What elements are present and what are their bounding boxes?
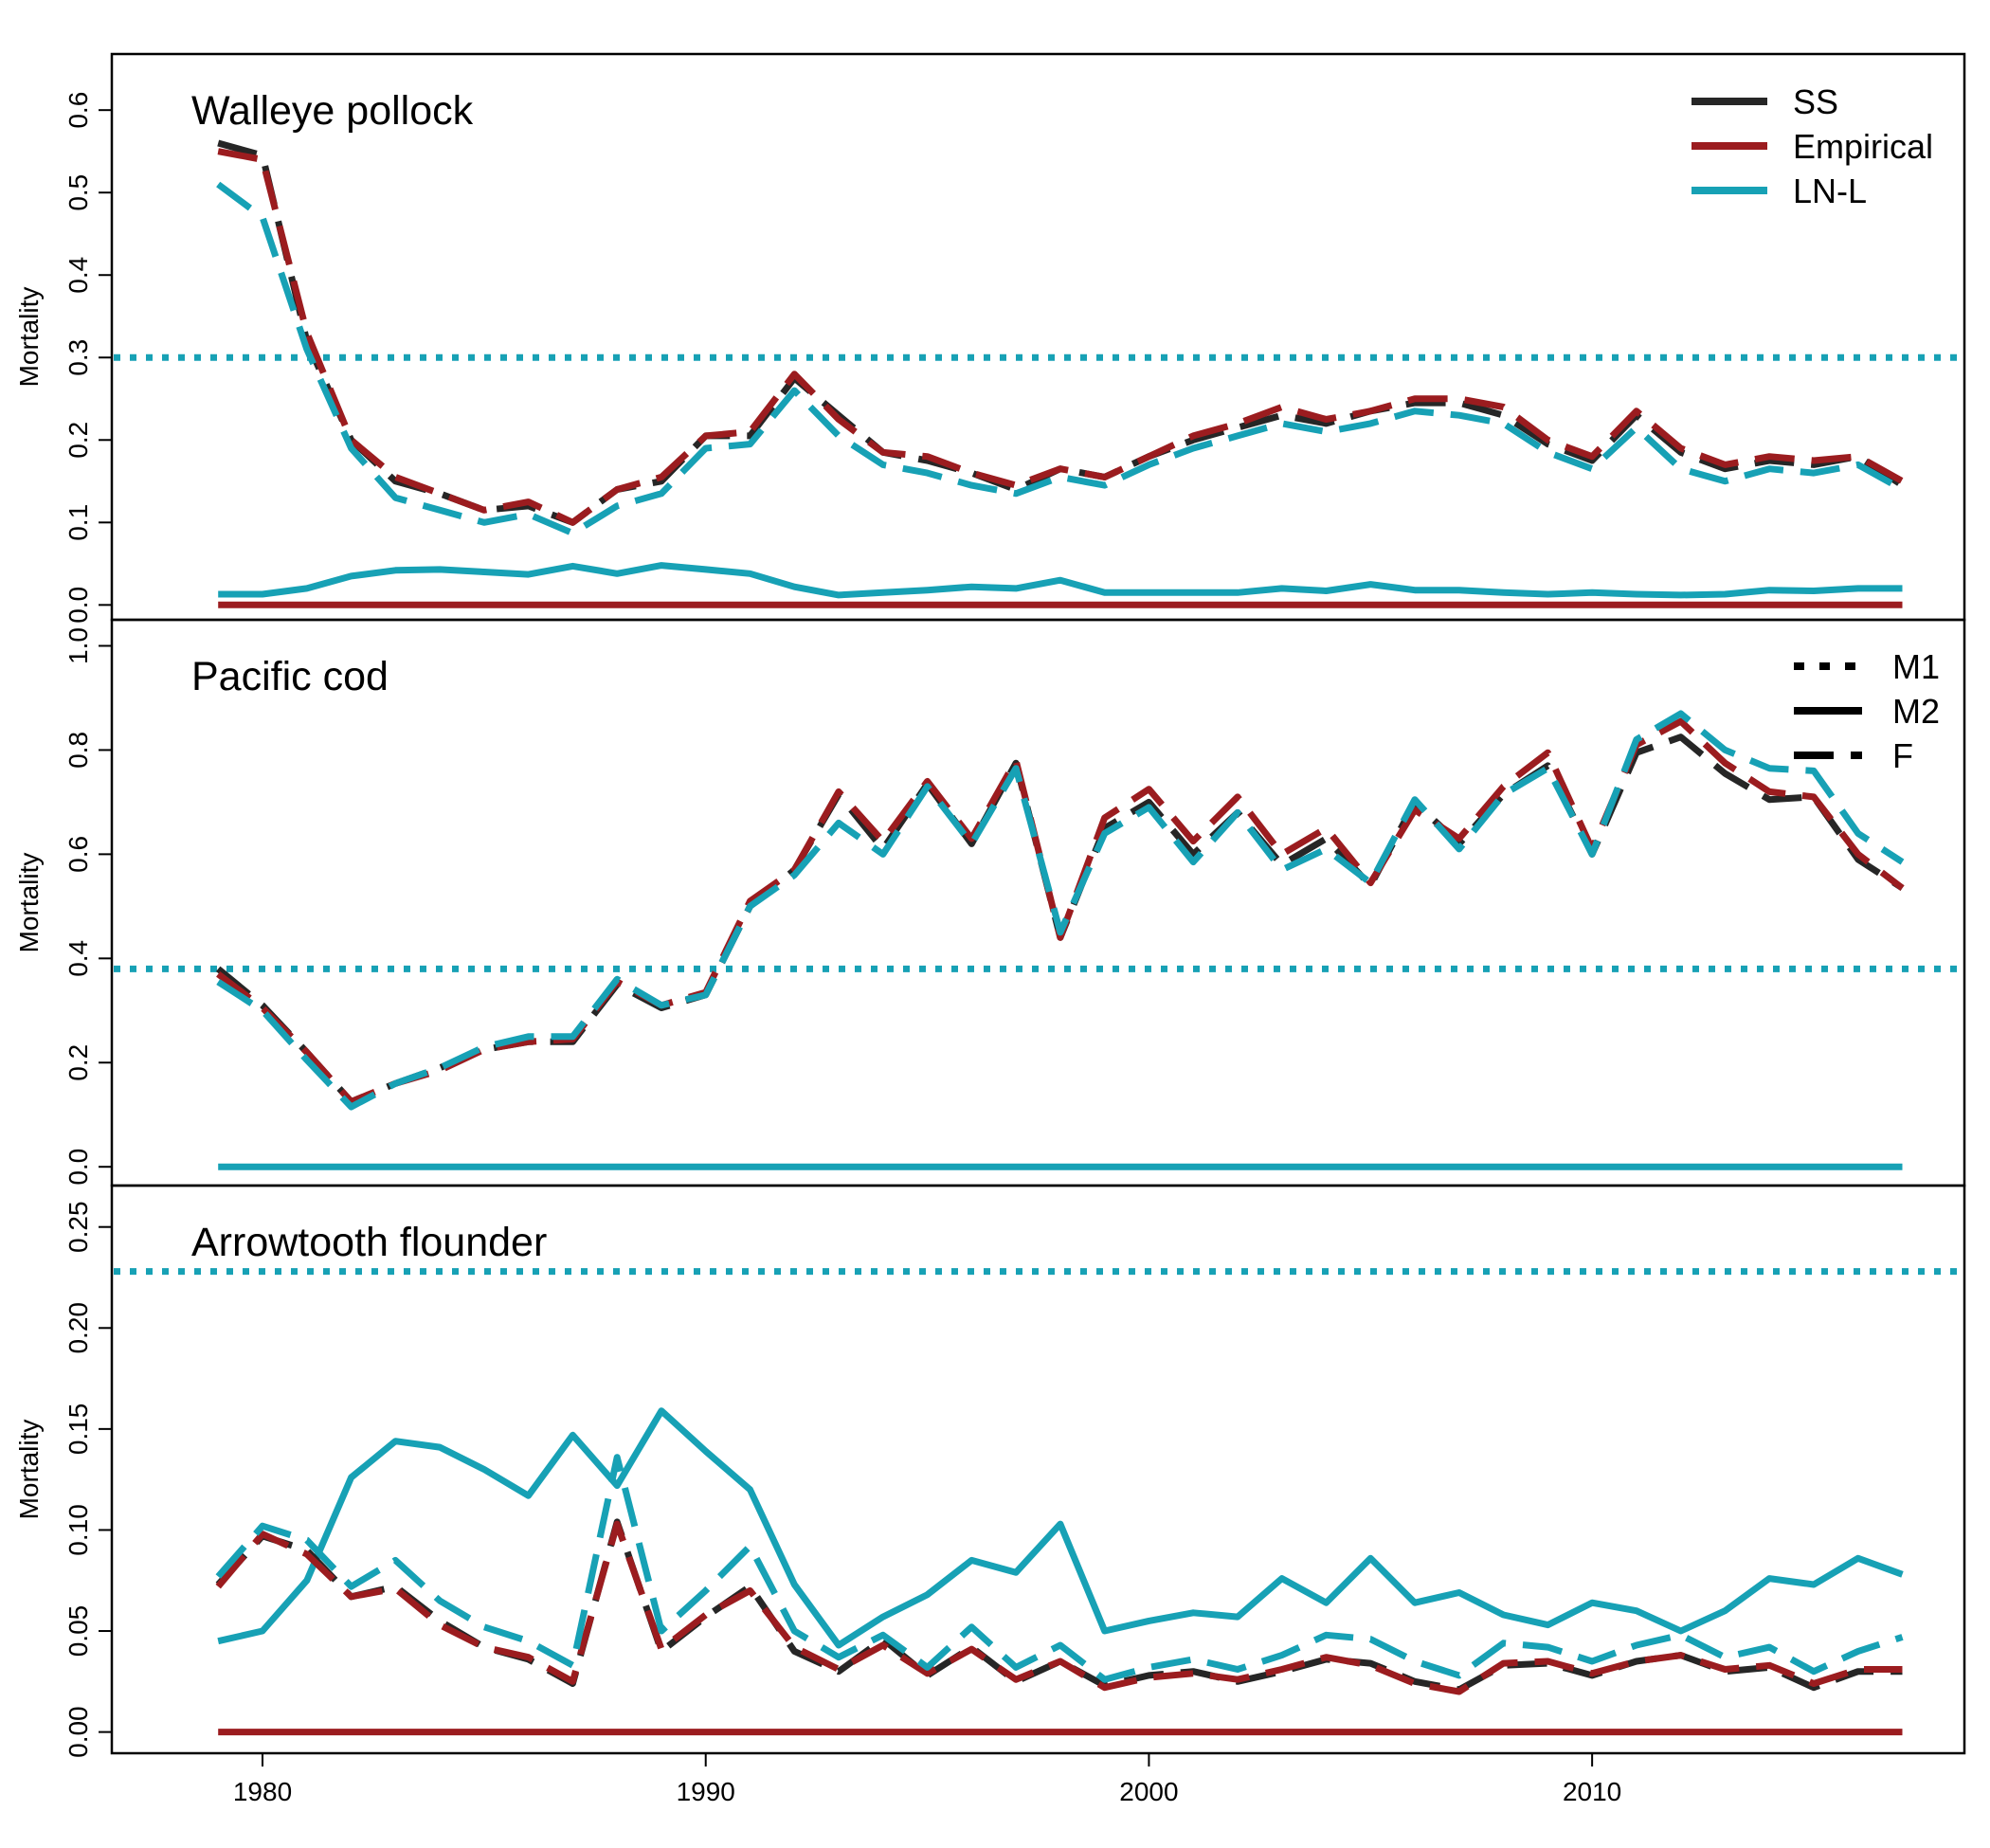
- legend-label: SS: [1793, 82, 1838, 121]
- y-tick-label: 0.00: [63, 1706, 93, 1758]
- series-group: [215, 1407, 1904, 1736]
- panel-1: 0.0 0.2 0.4 0.6 0.8 1.0 Mortality Pacific cod: [14, 618, 1966, 1187]
- x-tick-label: 1990: [677, 1777, 735, 1806]
- x-tick-label: 2000: [1119, 1777, 1178, 1806]
- panel-0: 0.0 0.1 0.2 0.3 0.4 0.5 0.6 Mortality Walleye po…: [14, 52, 1966, 624]
- y-tick-label: 0.4: [63, 940, 93, 977]
- panel-frame: [110, 618, 1966, 1187]
- y-tick-label: 0.6: [63, 92, 93, 129]
- legend-mortality: M1 M2 F: [1794, 647, 1940, 775]
- panel-title: Arrowtooth flounder: [191, 1220, 547, 1265]
- legend-label: F: [1892, 736, 1913, 775]
- series-group: [215, 710, 1905, 1170]
- panel-title: Pacific cod: [191, 654, 389, 699]
- legend-label: M1: [1892, 647, 1940, 686]
- y-tick-label: 0.10: [63, 1504, 93, 1556]
- y-tick-label: 0.0: [63, 587, 93, 624]
- y-tick-label: 0.2: [63, 1044, 93, 1081]
- y-tick-label: 0.25: [63, 1201, 93, 1253]
- legend-label: Empirical: [1793, 127, 1933, 166]
- y-tick-label: 0.2: [63, 422, 93, 459]
- y-tick-label: 0.6: [63, 836, 93, 873]
- y-axis-label: Mortality: [14, 1420, 44, 1520]
- panel-frame: [110, 52, 1966, 622]
- y-axis-label: Mortality: [14, 287, 44, 388]
- y-tick-label: 0.05: [63, 1605, 93, 1658]
- series-line-ln-l-m2: [217, 1407, 1904, 1649]
- y-tick-label: 0.0: [63, 1149, 93, 1186]
- legend-label: M2: [1892, 692, 1940, 731]
- series-line-ln-l-f: [216, 181, 1905, 537]
- panel-title: Walleye pollock: [191, 88, 474, 134]
- y-tick-label: 0.1: [63, 504, 93, 541]
- y-tick-label: 0.20: [63, 1302, 93, 1354]
- panels: 0.0 0.1 0.2 0.3 0.4 0.5 0.6 Mortality Walleye po…: [14, 52, 1966, 1758]
- series-line-ln-l-f: [215, 1454, 1904, 1683]
- series-line-ss-f: [215, 734, 1905, 1105]
- y-axis-label: Mortality: [14, 853, 44, 953]
- y-tick-label: 0.5: [63, 174, 93, 211]
- legend-models: SS Empirical LN-L: [1692, 82, 1933, 210]
- x-tick-label: 2010: [1563, 1777, 1621, 1806]
- series-group: [216, 139, 1905, 608]
- y-tick-label: 0.3: [63, 339, 93, 376]
- panel-2: 0.00 0.05 0.10 0.15 0.20 0.25 Mortality Arrowto…: [14, 1184, 1966, 1758]
- series-line-ln-l-f: [216, 710, 1905, 1111]
- y-tick-label: 0.8: [63, 732, 93, 769]
- x-axis: 1980 1990 2000 2010: [233, 1752, 1621, 1806]
- series-line-empirical-f: [217, 148, 1905, 526]
- series-line-ln-l-m2: [218, 562, 1903, 599]
- y-tick-label: 1.0: [63, 627, 93, 664]
- y-tick-label: 0.15: [63, 1404, 93, 1456]
- x-tick-label: 1980: [233, 1777, 292, 1806]
- series-line-empirical-f: [216, 717, 1905, 1105]
- legend-label: LN-L: [1793, 172, 1867, 210]
- y-tick-label: 0.4: [63, 257, 93, 294]
- series-line-empirical-f: [215, 1520, 1903, 1695]
